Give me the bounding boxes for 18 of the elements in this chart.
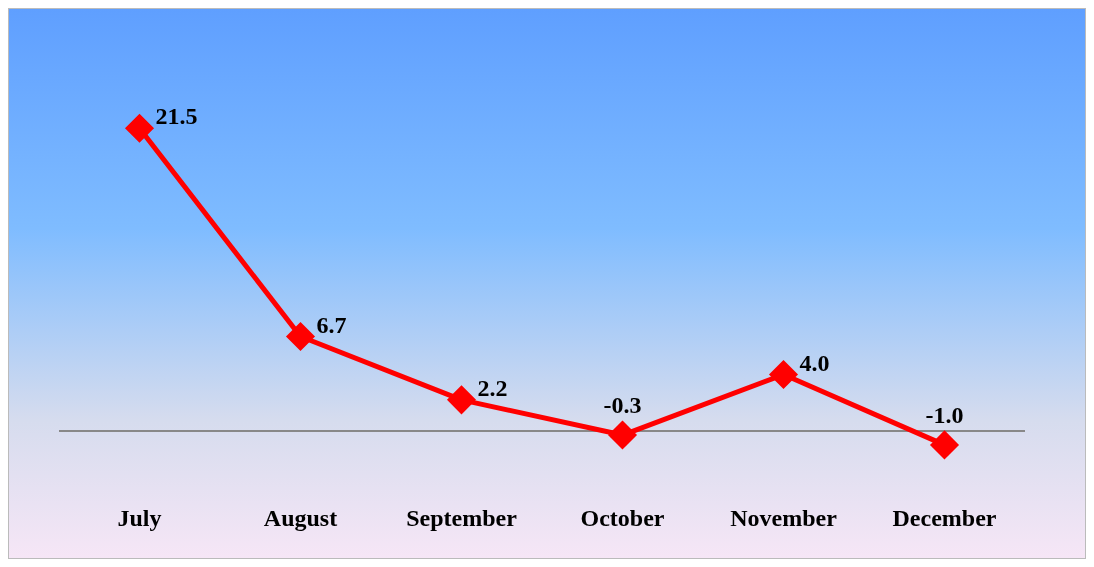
data-label: 4.0 bbox=[799, 349, 830, 376]
x-tick-label: September bbox=[406, 504, 518, 531]
point bbox=[931, 431, 958, 459]
point bbox=[609, 421, 636, 449]
x-tick-label: October bbox=[580, 504, 665, 531]
x-tick-label: August bbox=[263, 504, 338, 531]
data-label: 6.7 bbox=[316, 311, 347, 338]
x-tick-label: July bbox=[117, 504, 162, 531]
point bbox=[126, 114, 153, 142]
point bbox=[287, 323, 314, 351]
data-label: 21.5 bbox=[155, 103, 198, 130]
data-label: -1.0 bbox=[925, 402, 964, 429]
point bbox=[770, 361, 797, 389]
x-tick-label: November bbox=[730, 504, 838, 531]
x-tick-label: December bbox=[892, 504, 997, 531]
data-label: -0.3 bbox=[603, 392, 642, 419]
data-label: 2.2 bbox=[477, 375, 508, 402]
point bbox=[448, 386, 475, 414]
